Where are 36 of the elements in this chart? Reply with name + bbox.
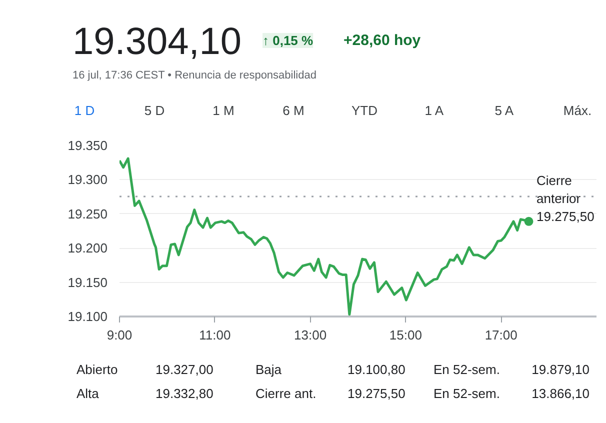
chart-subtitle: 16 jul, 17:36 CEST • Renuncia de responsabilidad: [72, 70, 316, 82]
text: YTD: [352, 103, 378, 118]
x-tick-label: 13:00: [294, 328, 327, 342]
y-tick-label: 19.250: [68, 206, 108, 222]
text: Abierto: [76, 362, 118, 377]
chart-title: 19.304,10: [72, 21, 242, 63]
text: 1 A: [424, 103, 444, 118]
text: 19.100,80: [348, 362, 406, 377]
text: Cierre ant.: [256, 386, 316, 401]
y-tick-label: 19.300: [68, 172, 108, 188]
text: 19.332,80: [156, 386, 214, 401]
x-tick-label: 15:00: [389, 328, 422, 342]
text: Máx.: [563, 103, 592, 118]
text: 13.866,10: [532, 386, 590, 401]
text: Alta: [76, 386, 100, 401]
text: Baja: [256, 362, 282, 377]
text: 19.327,00: [156, 362, 214, 377]
ref-line-label: Cierre anterior 19.275,50: [536, 173, 594, 224]
text: +28,60 hoy: [344, 32, 422, 49]
x-tick-label: 9:00: [106, 328, 132, 342]
text: En 52-sem.: [434, 362, 500, 377]
text: 6 M: [282, 103, 304, 118]
y-tick-label: 19.350: [68, 138, 108, 153]
x-tick-label: 17:00: [484, 328, 518, 342]
y-tick-label: 19.100: [68, 309, 108, 324]
text: 5 D: [144, 103, 165, 118]
text: 5 A: [494, 103, 514, 118]
text: ↑ 0,15 %: [262, 33, 314, 48]
text: 19.275,50: [348, 386, 406, 401]
text: En 52-sem.: [434, 386, 500, 401]
text: 19.879,10: [532, 362, 590, 377]
x-tick-label: 11:00: [199, 328, 231, 342]
y-tick-label: 19.150: [68, 274, 108, 290]
text: 1 D: [74, 103, 95, 118]
y-tick-label: 19.200: [68, 240, 108, 256]
text: 1 M: [212, 103, 234, 118]
